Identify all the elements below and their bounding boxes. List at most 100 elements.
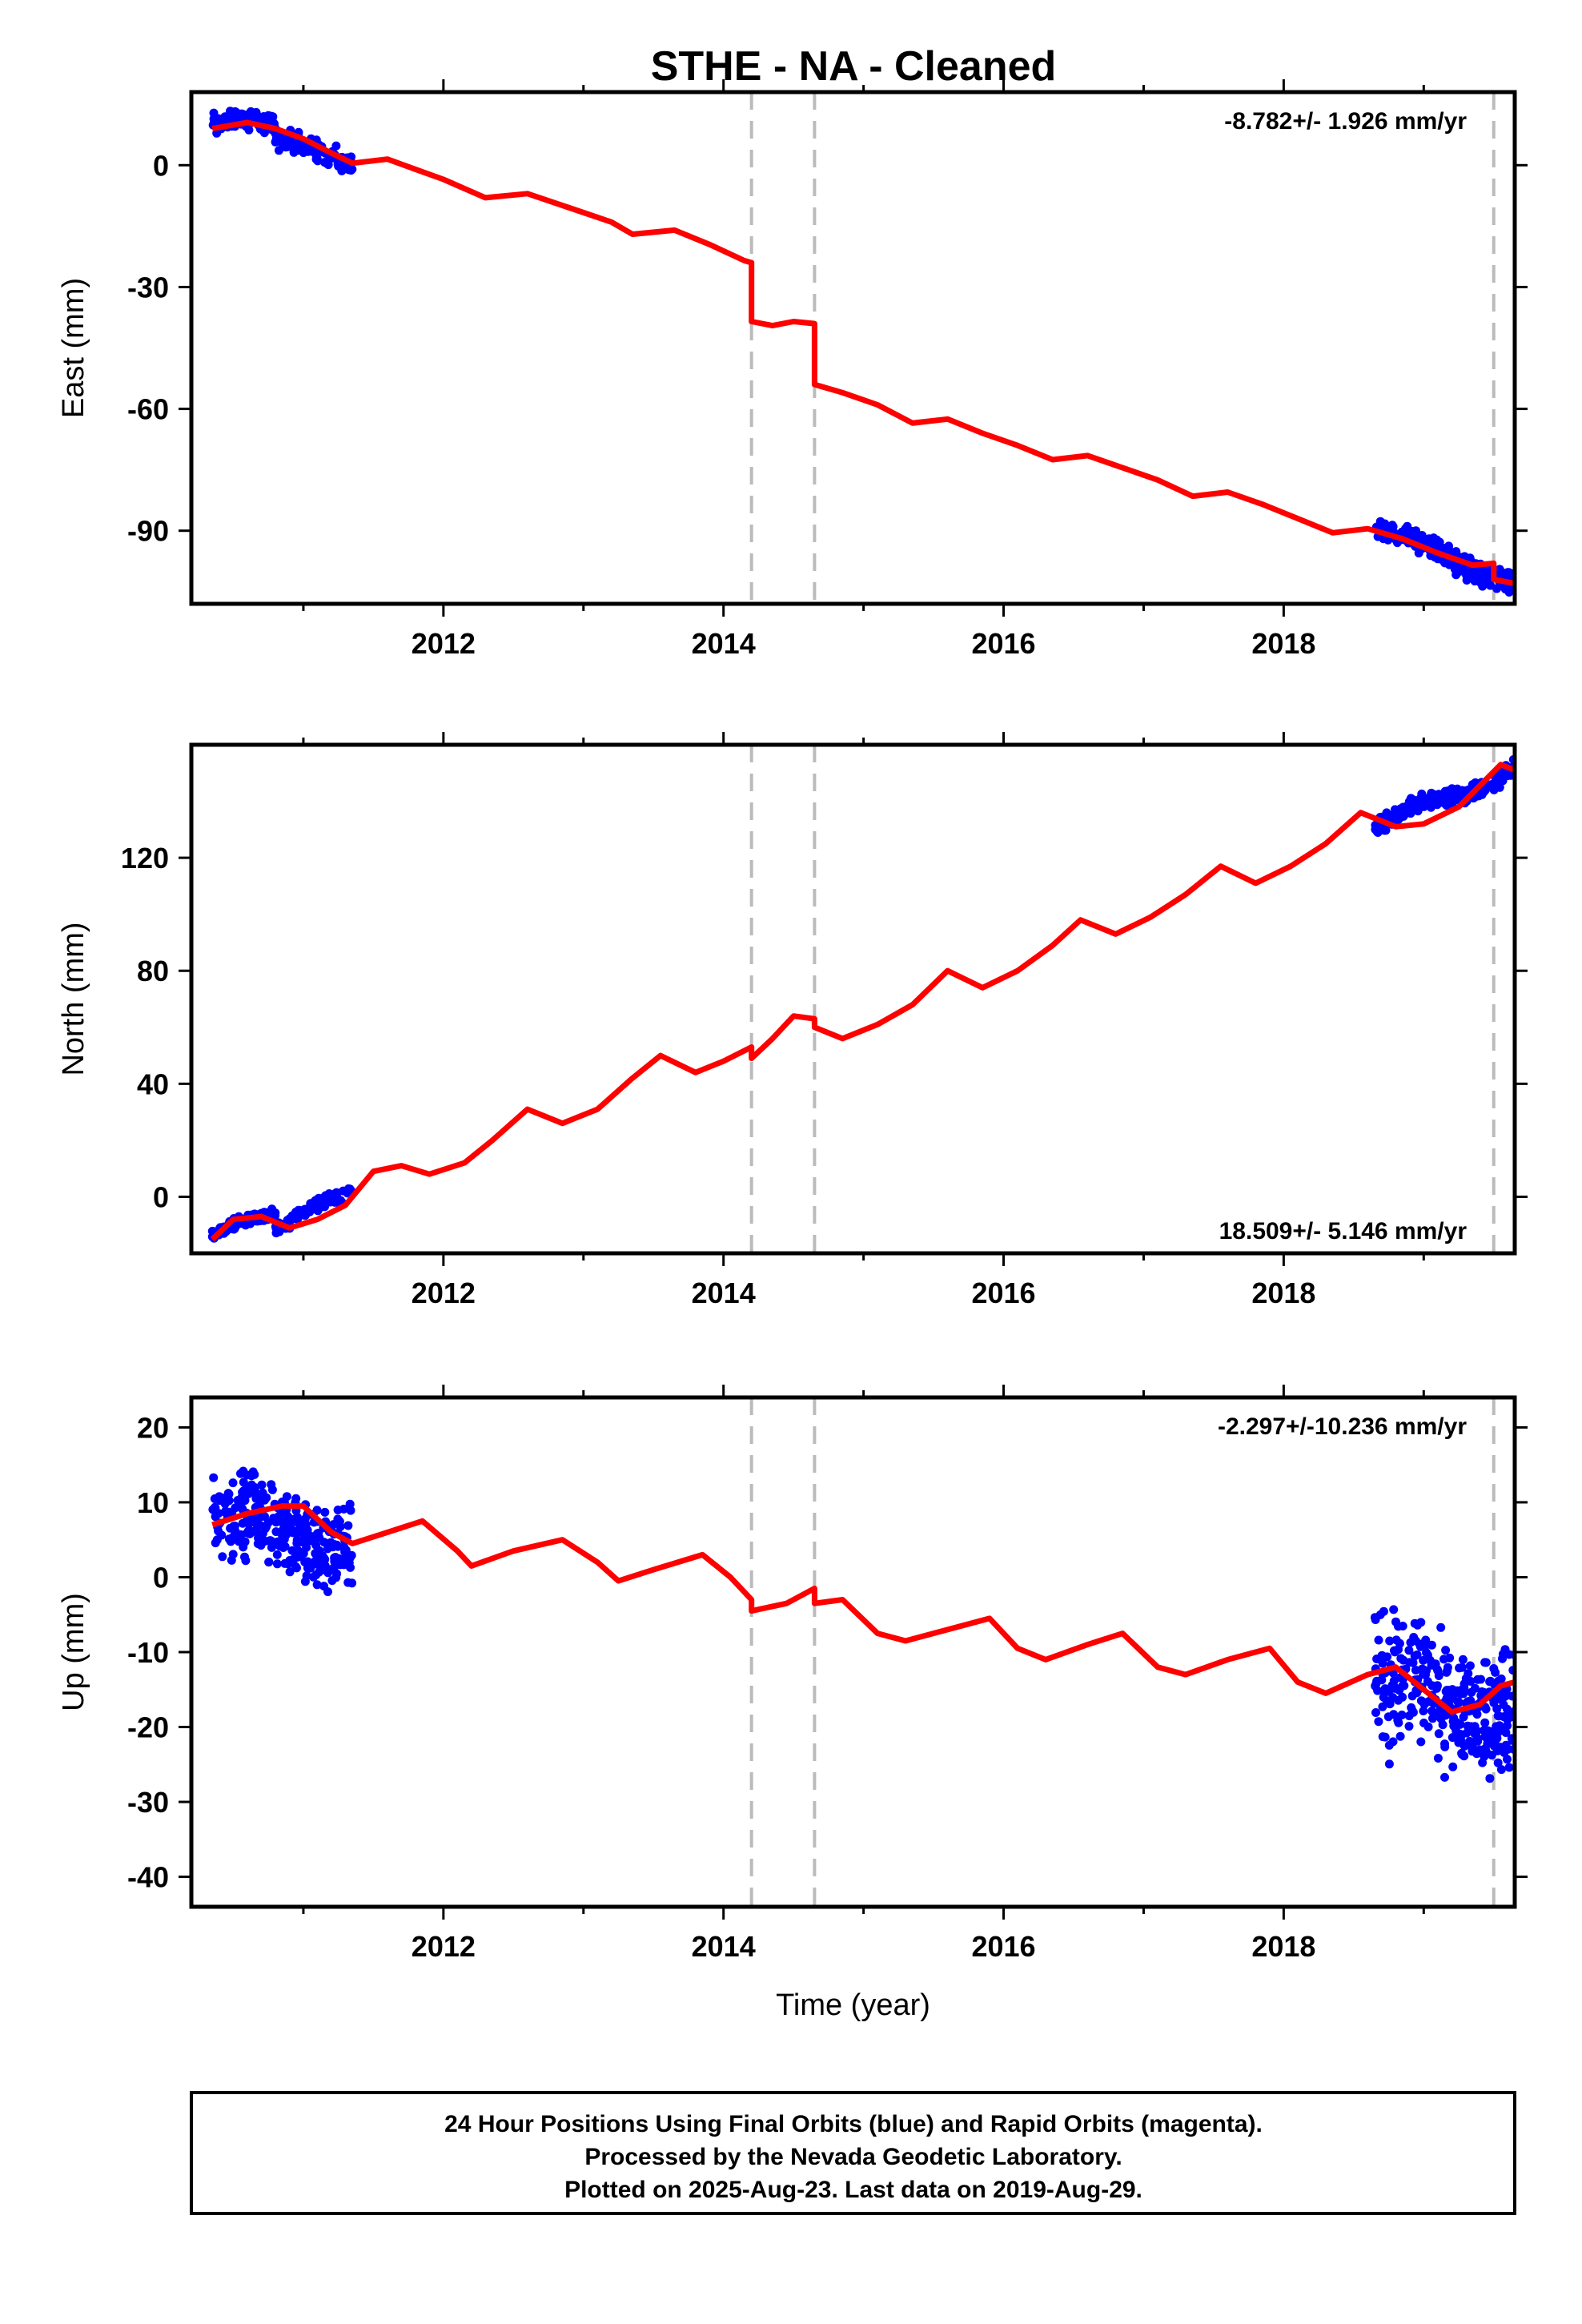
data-point — [1394, 1645, 1403, 1655]
data-point — [1465, 1661, 1475, 1671]
data-point — [312, 1580, 322, 1590]
footer-box: 24 Hour Positions Using Final Orbits (bl… — [190, 2091, 1516, 2215]
data-point — [1467, 1742, 1476, 1751]
data-point — [274, 1511, 283, 1521]
data-point — [255, 1496, 264, 1505]
plot-area — [208, 92, 1515, 604]
data-point — [1404, 1711, 1414, 1721]
data-point — [1370, 1613, 1379, 1622]
data-point — [1394, 1622, 1403, 1631]
data-point — [1389, 1710, 1399, 1719]
data-point — [303, 147, 312, 156]
data-point — [292, 1538, 302, 1548]
data-point — [347, 1550, 356, 1560]
data-point — [1504, 1650, 1514, 1659]
data-point — [1371, 1708, 1380, 1717]
data-point — [1502, 1691, 1512, 1700]
data-point — [1385, 1699, 1395, 1709]
data-point — [227, 1555, 236, 1565]
data-point — [1380, 1732, 1390, 1742]
data-point — [1459, 1689, 1468, 1699]
x-tick-label: 2018 — [1251, 1277, 1315, 1309]
data-point — [1408, 1658, 1418, 1667]
data-point — [1452, 570, 1461, 580]
data-point — [343, 1578, 353, 1587]
data-point — [1388, 1737, 1398, 1747]
data-point — [1372, 826, 1382, 836]
data-point — [1421, 1635, 1431, 1645]
data-point — [1416, 1737, 1426, 1747]
data-point — [303, 1563, 312, 1573]
data-point — [335, 1560, 345, 1570]
y-tick-label: 80 — [137, 955, 169, 987]
data-point — [1377, 1651, 1387, 1660]
data-point — [1436, 1622, 1446, 1632]
data-point — [1419, 1719, 1428, 1727]
data-point — [1411, 1666, 1420, 1675]
data-point — [211, 1503, 220, 1513]
data-point — [239, 1478, 248, 1487]
data-point — [224, 1507, 234, 1517]
y-axis-label: North (mm) — [57, 922, 90, 1076]
footer-frame — [190, 2091, 1516, 2215]
data-point — [343, 1521, 353, 1530]
data-point — [335, 161, 344, 171]
data-point — [1381, 826, 1391, 835]
data-point — [289, 1554, 299, 1563]
data-point — [1503, 1755, 1512, 1764]
data-point — [1416, 1696, 1426, 1706]
data-point — [224, 1490, 234, 1499]
data-point — [1456, 1719, 1465, 1729]
data-point — [1460, 1741, 1469, 1751]
data-point — [1433, 1754, 1443, 1763]
data-point — [1410, 1618, 1419, 1628]
data-point — [1379, 1606, 1388, 1616]
data-point — [262, 1522, 271, 1531]
data-point — [1385, 1636, 1395, 1646]
data-point — [250, 1514, 259, 1523]
data-point — [236, 1530, 246, 1539]
data-point — [287, 1212, 296, 1222]
data-point — [328, 1520, 338, 1530]
y-tick-label: 0 — [153, 149, 169, 182]
data-point — [346, 1562, 355, 1572]
data-point — [1442, 801, 1452, 810]
data-point — [1404, 1722, 1414, 1731]
data-point — [1486, 1676, 1495, 1686]
data-point — [1432, 1710, 1442, 1719]
data-point — [1410, 1651, 1419, 1661]
data-point — [1491, 1667, 1500, 1677]
data-point — [244, 1519, 254, 1529]
data-point — [339, 1543, 348, 1552]
data-point — [233, 112, 243, 121]
data-point — [1404, 1646, 1414, 1655]
y-tick-label: 20 — [137, 1411, 169, 1444]
y-tick-label: -30 — [127, 1786, 169, 1819]
data-point — [1466, 1677, 1476, 1686]
data-point — [1443, 1663, 1452, 1672]
x-axis-label: Time (year) — [776, 1988, 930, 2022]
data-point — [211, 1512, 220, 1522]
data-point — [267, 116, 277, 126]
data-point — [311, 1549, 320, 1558]
data-point — [267, 1480, 276, 1490]
data-point — [237, 1493, 247, 1502]
data-point — [1466, 1696, 1476, 1706]
data-point — [1456, 1730, 1465, 1739]
data-point — [209, 1473, 219, 1482]
data-point — [329, 1189, 339, 1199]
plot-frame — [189, 742, 1517, 1256]
x-tick-label: 2014 — [692, 1930, 756, 1963]
data-point — [1387, 811, 1396, 821]
data-point — [1432, 535, 1442, 545]
data-point — [274, 146, 283, 155]
data-point — [279, 1543, 288, 1552]
data-point — [311, 1540, 321, 1550]
data-point — [1389, 1605, 1399, 1614]
data-point — [220, 1499, 230, 1509]
data-point — [260, 1536, 270, 1546]
footer-line-3: Plotted on 2025-Aug-23. Last data on 201… — [564, 2177, 1142, 2203]
data-point — [1460, 1751, 1469, 1761]
data-point — [1395, 1731, 1405, 1741]
y-tick-label: -20 — [127, 1711, 169, 1744]
